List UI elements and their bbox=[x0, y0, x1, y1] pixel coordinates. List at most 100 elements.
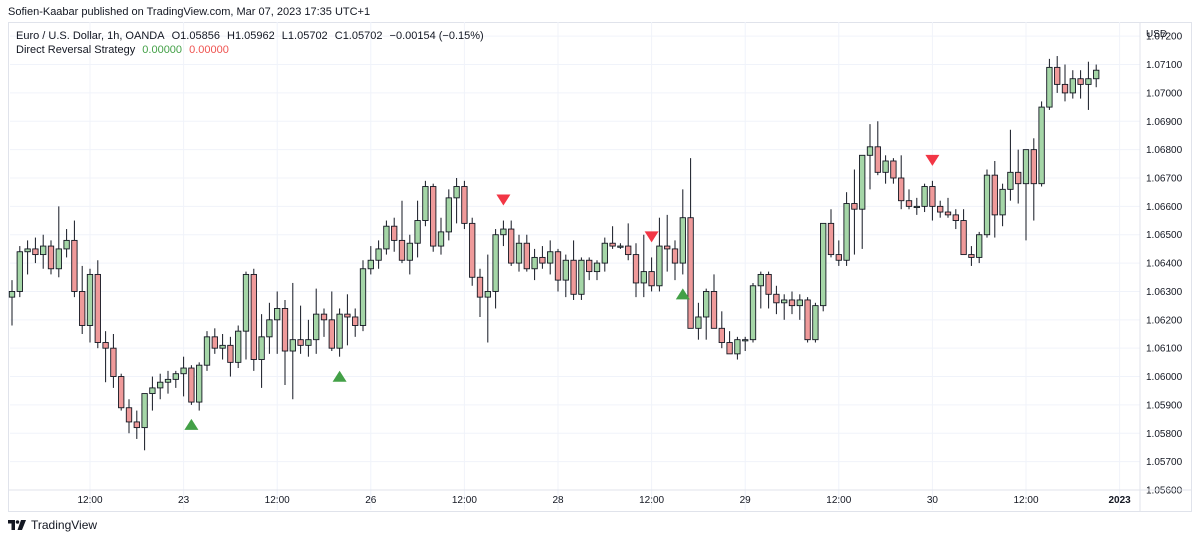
bearish-candle[interactable] bbox=[671, 248, 679, 264]
bullish-candle[interactable] bbox=[679, 217, 686, 264]
bearish-candle[interactable] bbox=[960, 220, 967, 256]
bearish-candle[interactable] bbox=[944, 211, 952, 216]
bullish-candle[interactable] bbox=[547, 251, 554, 264]
bearish-candle[interactable] bbox=[1054, 66, 1061, 85]
bullish-candle[interactable] bbox=[866, 146, 874, 156]
bearish-candle[interactable] bbox=[788, 299, 796, 307]
bullish-candle[interactable] bbox=[180, 367, 187, 375]
bearish-candle[interactable] bbox=[320, 313, 328, 321]
bearish-candle[interactable] bbox=[539, 256, 546, 264]
bearish-candle[interactable] bbox=[281, 308, 289, 352]
bearish-candle[interactable] bbox=[804, 299, 811, 341]
bearish-candle[interactable] bbox=[79, 291, 86, 326]
bullish-candle[interactable] bbox=[453, 186, 460, 199]
bullish-candle[interactable] bbox=[86, 273, 94, 326]
bearish-candle[interactable] bbox=[476, 276, 484, 298]
bearish-candle[interactable] bbox=[250, 273, 257, 360]
bearish-candle[interactable] bbox=[991, 174, 998, 216]
bearish-candle[interactable] bbox=[110, 347, 117, 377]
bearish-candle[interactable] bbox=[968, 254, 975, 258]
bullish-candle[interactable] bbox=[359, 268, 367, 326]
bullish-candle[interactable] bbox=[1085, 78, 1092, 85]
bullish-candle[interactable] bbox=[742, 339, 749, 342]
bullish-candle[interactable] bbox=[164, 378, 172, 383]
bearish-candle[interactable] bbox=[133, 421, 140, 429]
bullish-candle[interactable] bbox=[274, 308, 281, 321]
bullish-candle[interactable] bbox=[289, 339, 296, 352]
bearish-candle[interactable] bbox=[687, 217, 694, 329]
bullish-candle[interactable] bbox=[976, 234, 983, 258]
bullish-candle[interactable] bbox=[1093, 69, 1100, 80]
bullish-candle[interactable] bbox=[820, 222, 827, 307]
bearish-candle[interactable] bbox=[718, 327, 725, 343]
bearish-candle[interactable] bbox=[71, 239, 78, 292]
bullish-candle[interactable] bbox=[500, 228, 507, 236]
symbol-name[interactable]: Euro / U.S. Dollar, 1h, OANDA bbox=[16, 30, 165, 42]
bullish-candle[interactable] bbox=[437, 231, 445, 247]
bullish-candle[interactable] bbox=[1007, 171, 1014, 190]
bullish-candle[interactable] bbox=[24, 248, 31, 253]
bearish-candle[interactable] bbox=[952, 214, 959, 221]
bearish-candle[interactable] bbox=[874, 146, 881, 173]
bullish-candle[interactable] bbox=[406, 242, 413, 261]
bearish-candle[interactable] bbox=[570, 259, 577, 295]
bullish-candle[interactable] bbox=[757, 273, 764, 287]
bearish-candle[interactable] bbox=[609, 242, 616, 247]
bullish-candle[interactable] bbox=[593, 262, 601, 273]
bullish-candle[interactable] bbox=[313, 313, 320, 341]
bullish-candle[interactable] bbox=[578, 259, 585, 295]
bearish-candle[interactable] bbox=[937, 205, 944, 213]
bearish-candle[interactable] bbox=[32, 248, 39, 256]
bullish-candle[interactable] bbox=[601, 242, 608, 264]
bearish-candle[interactable] bbox=[211, 336, 218, 349]
bullish-candle[interactable] bbox=[172, 373, 179, 380]
bearish-candle[interactable] bbox=[827, 222, 835, 256]
bearish-candle[interactable] bbox=[648, 271, 655, 287]
bullish-candle[interactable] bbox=[859, 154, 866, 210]
bullish-candle[interactable] bbox=[40, 245, 47, 256]
bullish-candle[interactable] bbox=[882, 160, 889, 173]
bullish-candle[interactable] bbox=[843, 203, 850, 261]
bearish-candle[interactable] bbox=[352, 316, 359, 326]
bullish-candle[interactable] bbox=[1038, 106, 1045, 185]
bullish-candle[interactable] bbox=[383, 225, 390, 250]
bearish-candle[interactable] bbox=[1077, 78, 1084, 85]
bearish-candle[interactable] bbox=[297, 339, 304, 346]
bullish-candle[interactable] bbox=[367, 259, 374, 270]
bullish-candle[interactable] bbox=[492, 234, 499, 292]
bullish-candle[interactable] bbox=[1022, 149, 1030, 185]
bearish-candle[interactable] bbox=[632, 254, 640, 284]
bearish-candle[interactable] bbox=[328, 319, 335, 349]
bullish-candle[interactable] bbox=[445, 197, 452, 233]
bearish-candle[interactable] bbox=[586, 259, 593, 273]
bullish-candle[interactable] bbox=[16, 251, 23, 292]
bearish-candle[interactable] bbox=[835, 254, 842, 261]
bullish-candle[interactable] bbox=[336, 313, 343, 349]
bearish-candle[interactable] bbox=[125, 407, 133, 423]
bullish-candle[interactable] bbox=[219, 344, 226, 349]
tradingview-brand[interactable]: TradingView bbox=[31, 518, 98, 532]
bearish-candle[interactable] bbox=[898, 177, 905, 202]
bullish-candle[interactable] bbox=[734, 339, 741, 355]
bullish-candle[interactable] bbox=[242, 273, 250, 332]
bearish-candle[interactable] bbox=[508, 228, 515, 264]
bullish-candle[interactable] bbox=[8, 291, 16, 298]
bullish-candle[interactable] bbox=[749, 285, 757, 341]
bullish-candle[interactable] bbox=[484, 291, 491, 298]
bearish-candle[interactable] bbox=[710, 291, 718, 329]
bullish-candle[interactable] bbox=[983, 174, 991, 236]
bullish-candle[interactable] bbox=[999, 188, 1006, 216]
bearish-candle[interactable] bbox=[765, 273, 772, 295]
bearish-candle[interactable] bbox=[1030, 149, 1037, 185]
bullish-candle[interactable] bbox=[656, 245, 663, 287]
bearish-candle[interactable] bbox=[461, 186, 468, 224]
bullish-candle[interactable] bbox=[703, 291, 710, 318]
bearish-candle[interactable] bbox=[344, 313, 351, 318]
bullish-candle[interactable] bbox=[266, 319, 273, 338]
tradingview-logo-icon[interactable] bbox=[8, 520, 26, 530]
bullish-candle[interactable] bbox=[258, 336, 265, 360]
bearish-candle[interactable] bbox=[118, 376, 125, 409]
bullish-candle[interactable] bbox=[531, 256, 538, 270]
bearish-candle[interactable] bbox=[726, 342, 733, 355]
